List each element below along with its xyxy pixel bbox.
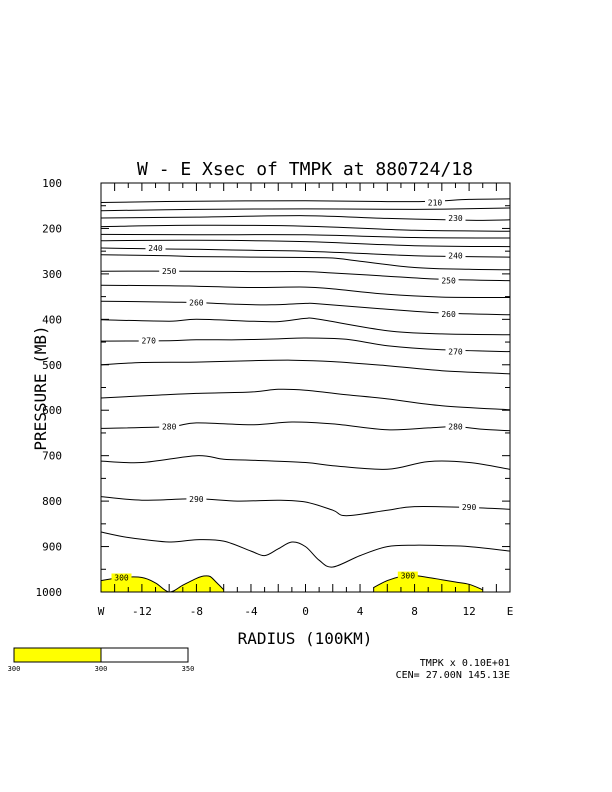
x-tick-label: 0 <box>302 605 309 618</box>
contour-line-270 <box>100 337 511 353</box>
contour-label-300: 300 <box>401 572 416 581</box>
contour-label-bg <box>445 214 466 222</box>
contour-label-270: 270 <box>448 348 463 357</box>
contour-label-bg <box>445 422 466 431</box>
contour-line-250 <box>100 284 511 298</box>
x-tick-label: -12 <box>132 605 152 618</box>
contour-line-230 <box>100 215 511 221</box>
contour-line-250 <box>100 239 511 248</box>
contour-label-260: 260 <box>441 310 456 319</box>
contour-label-260: 260 <box>189 299 204 308</box>
contour-label-bg <box>438 309 459 318</box>
y-tick-label: 500 <box>42 359 62 372</box>
contour-label-280: 280 <box>448 423 463 432</box>
contour-label-240: 240 <box>148 244 163 253</box>
y-tick-label: 100 <box>42 177 62 190</box>
contour-line-260 <box>100 300 511 316</box>
contour-label-210: 210 <box>428 199 443 208</box>
contour-label-bg <box>145 244 166 252</box>
colorbar-swatch-white <box>100 647 189 663</box>
contour-line-300 <box>100 575 225 593</box>
x-tick-label: 4 <box>357 605 364 618</box>
contour-line-270 <box>100 359 511 375</box>
x-tick-label: -8 <box>190 605 203 618</box>
contour-line-290 <box>100 496 511 517</box>
contour-line-240 <box>100 224 511 232</box>
contour-line-270 <box>100 388 511 411</box>
contour-line-280 <box>100 455 511 470</box>
shaded-region-1 <box>101 575 224 593</box>
contour-label-290: 290 <box>189 495 204 504</box>
contour-line-240 <box>100 254 511 271</box>
x-tick-label: 8 <box>411 605 418 618</box>
contour-label-bg <box>186 298 207 307</box>
colorbar-label-right: 350 <box>182 665 195 673</box>
contour-line-260 <box>100 317 511 336</box>
contour-labels: 210 230 240 240 250 250 260 260 270 270 280 280 290 2… <box>111 198 480 583</box>
x-tick-label: E <box>507 605 514 618</box>
y-tick-label: 600 <box>42 404 62 417</box>
contour-label-bg <box>438 276 459 285</box>
contour-label-bg <box>111 573 132 582</box>
contour-label-290: 290 <box>462 503 477 512</box>
contour-label-bg <box>159 267 180 276</box>
x-tick-labels: W -12 -8 -4 0 4 8 12 E <box>98 605 514 618</box>
contour-line-220 <box>100 207 511 212</box>
contour-label-bg <box>445 347 466 356</box>
contour-label-bg <box>397 571 418 580</box>
contour-label-240: 240 <box>448 252 463 261</box>
y-tick-label: 1000 <box>36 586 63 599</box>
footer-variable-scale: TMPK x 0.10E+01 <box>420 658 510 669</box>
y-tick-label: 400 <box>42 313 62 326</box>
colorbar-swatch-yellow <box>13 647 102 663</box>
colorbar-label-mid: 300 <box>95 665 108 673</box>
contour-line-290 <box>100 531 511 568</box>
y-tick-label: 900 <box>42 541 62 554</box>
chart-title: W - E Xsec of TMPK at 880724/18 <box>137 159 473 180</box>
contour-label-280: 280 <box>162 423 177 432</box>
contour-line-240 <box>100 233 511 239</box>
contour-label-250: 250 <box>162 267 177 276</box>
contour-label-bg <box>459 503 480 511</box>
footer-center-coordinates: CEN= 27.00N 145.13E <box>396 670 510 681</box>
plot-frame <box>100 182 511 593</box>
y-axis-label: PRESSURE (MB) <box>31 325 50 450</box>
colorbar-label-left: 300 <box>8 665 21 673</box>
contour-label-270: 270 <box>141 337 156 346</box>
contour-label-bg <box>186 494 207 503</box>
x-tick-label: W <box>98 605 105 618</box>
y-tick-labels: 100 200 300 400 500 600 700 800 900 1000 <box>36 177 63 599</box>
y-tick-label: 300 <box>42 268 62 281</box>
y-tick-label: 800 <box>42 495 62 508</box>
contour-label-bg <box>138 336 159 345</box>
contour-label-bg <box>159 422 180 431</box>
colorbar: 300 300 350 <box>8 647 195 673</box>
contour-label-300: 300 <box>114 574 129 583</box>
contour-label-bg <box>425 198 445 207</box>
contour-label-250: 250 <box>441 277 456 286</box>
contour-label-bg <box>445 251 466 260</box>
x-axis-label: RADIUS (100KM) <box>238 629 373 648</box>
x-tick-label: -4 <box>244 605 258 618</box>
contour-line-210 <box>100 198 511 203</box>
contour-line-300 <box>373 575 483 591</box>
y-tick-label: 200 <box>42 222 62 235</box>
x-tick-label: 12 <box>462 605 475 618</box>
y-tick-label: 700 <box>42 450 62 463</box>
contour-label-230: 230 <box>448 214 463 223</box>
